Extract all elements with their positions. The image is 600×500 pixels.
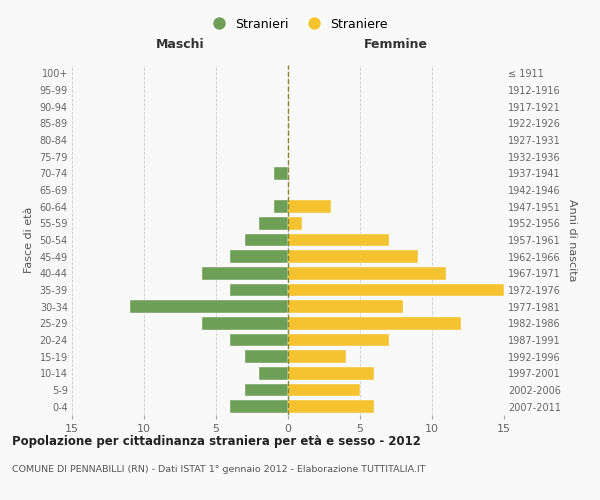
Bar: [288, 350, 346, 363]
Bar: [202, 267, 288, 280]
Bar: [245, 384, 288, 396]
Bar: [230, 250, 288, 263]
Bar: [288, 367, 374, 380]
Bar: [288, 250, 418, 263]
Bar: [288, 234, 389, 246]
Text: COMUNE DI PENNABILLI (RN) - Dati ISTAT 1° gennaio 2012 - Elaborazione TUTTITALIA: COMUNE DI PENNABILLI (RN) - Dati ISTAT 1…: [12, 465, 425, 474]
Bar: [274, 200, 288, 213]
Bar: [202, 317, 288, 330]
Bar: [230, 400, 288, 413]
Legend: Stranieri, Straniere: Stranieri, Straniere: [206, 11, 394, 37]
Text: Popolazione per cittadinanza straniera per età e sesso - 2012: Popolazione per cittadinanza straniera p…: [12, 435, 421, 448]
Bar: [288, 334, 389, 346]
Y-axis label: Fasce di età: Fasce di età: [24, 207, 34, 273]
Bar: [288, 267, 446, 280]
Bar: [259, 217, 288, 230]
Bar: [274, 167, 288, 179]
Text: Femmine: Femmine: [364, 38, 428, 51]
Bar: [288, 317, 461, 330]
Bar: [288, 300, 403, 313]
Bar: [288, 284, 504, 296]
Bar: [230, 334, 288, 346]
Bar: [259, 367, 288, 380]
Y-axis label: Anni di nascita: Anni di nascita: [566, 198, 577, 281]
Bar: [288, 400, 374, 413]
Bar: [245, 350, 288, 363]
Bar: [130, 300, 288, 313]
Bar: [288, 217, 302, 230]
Text: Maschi: Maschi: [155, 38, 205, 51]
Bar: [288, 384, 360, 396]
Bar: [245, 234, 288, 246]
Bar: [230, 284, 288, 296]
Bar: [288, 200, 331, 213]
